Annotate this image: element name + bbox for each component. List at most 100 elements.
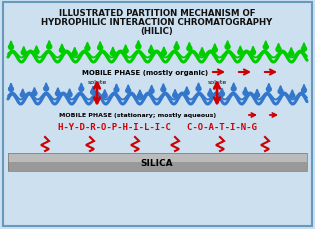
Polygon shape xyxy=(68,89,71,93)
Circle shape xyxy=(208,93,213,97)
Text: SILICA: SILICA xyxy=(141,158,173,167)
Circle shape xyxy=(9,87,14,92)
Polygon shape xyxy=(264,42,267,45)
Polygon shape xyxy=(137,41,140,45)
Circle shape xyxy=(138,94,142,98)
Polygon shape xyxy=(188,43,191,47)
Circle shape xyxy=(55,92,60,96)
Circle shape xyxy=(98,46,103,51)
Polygon shape xyxy=(209,89,212,93)
Circle shape xyxy=(149,49,154,54)
Polygon shape xyxy=(92,87,94,90)
Circle shape xyxy=(200,52,204,57)
Bar xyxy=(8,153,307,171)
Polygon shape xyxy=(239,47,242,50)
Circle shape xyxy=(289,52,294,57)
Circle shape xyxy=(250,51,255,56)
Circle shape xyxy=(126,89,131,94)
Polygon shape xyxy=(291,90,294,94)
Circle shape xyxy=(174,46,179,51)
Polygon shape xyxy=(35,46,38,50)
Polygon shape xyxy=(197,84,200,87)
Circle shape xyxy=(34,50,39,55)
Polygon shape xyxy=(80,84,83,87)
Text: H-Y-D-R-O-P-H-I-L-I-C   C-O-A-T-I-N-G: H-Y-D-R-O-P-H-I-L-I-C C-O-A-T-I-N-G xyxy=(58,123,256,132)
Polygon shape xyxy=(127,85,129,89)
Circle shape xyxy=(301,47,306,52)
Circle shape xyxy=(72,52,77,57)
Polygon shape xyxy=(10,84,12,87)
Circle shape xyxy=(290,94,295,98)
Circle shape xyxy=(276,48,281,53)
Polygon shape xyxy=(163,48,165,51)
Circle shape xyxy=(85,46,90,52)
Circle shape xyxy=(161,88,166,93)
Circle shape xyxy=(67,93,72,98)
Polygon shape xyxy=(150,86,153,89)
Polygon shape xyxy=(103,90,106,94)
Polygon shape xyxy=(201,48,203,52)
Circle shape xyxy=(187,47,192,52)
Circle shape xyxy=(47,45,52,50)
Polygon shape xyxy=(174,90,176,93)
Polygon shape xyxy=(115,85,118,88)
Circle shape xyxy=(91,90,95,95)
Polygon shape xyxy=(45,84,48,87)
Circle shape xyxy=(44,87,49,92)
Text: solute: solute xyxy=(87,79,106,84)
Polygon shape xyxy=(290,48,293,52)
Polygon shape xyxy=(124,46,127,49)
Circle shape xyxy=(301,88,306,93)
Polygon shape xyxy=(226,41,229,45)
Circle shape xyxy=(60,48,65,53)
Polygon shape xyxy=(21,90,24,93)
Circle shape xyxy=(114,88,119,93)
Polygon shape xyxy=(277,44,280,48)
Polygon shape xyxy=(86,43,89,46)
Text: HYDROPHILIC INTERACTION CHROMATOGRAPHY: HYDROPHILIC INTERACTION CHROMATOGRAPHY xyxy=(41,18,272,27)
Bar xyxy=(8,153,307,171)
Circle shape xyxy=(225,45,230,50)
Polygon shape xyxy=(33,88,36,92)
Circle shape xyxy=(136,45,141,50)
Circle shape xyxy=(184,91,189,95)
Circle shape xyxy=(212,48,217,53)
Polygon shape xyxy=(303,44,305,47)
Circle shape xyxy=(266,87,271,92)
Circle shape xyxy=(238,50,243,55)
Circle shape xyxy=(21,51,26,56)
Polygon shape xyxy=(73,48,76,52)
Polygon shape xyxy=(303,85,305,88)
Circle shape xyxy=(123,49,128,54)
Polygon shape xyxy=(48,41,51,45)
Circle shape xyxy=(79,87,84,92)
Polygon shape xyxy=(232,84,235,87)
Circle shape xyxy=(111,51,115,56)
Circle shape xyxy=(263,45,268,50)
Polygon shape xyxy=(22,47,25,51)
Text: MOBILE PHASE (stationary; mostly aqueous): MOBILE PHASE (stationary; mostly aqueous… xyxy=(60,113,217,118)
Circle shape xyxy=(231,87,236,92)
Circle shape xyxy=(220,92,224,97)
Circle shape xyxy=(243,91,248,96)
Text: MOBILE PHASE (mostly organic): MOBILE PHASE (mostly organic) xyxy=(82,70,208,76)
Circle shape xyxy=(9,45,14,50)
Polygon shape xyxy=(186,87,188,91)
Circle shape xyxy=(149,89,154,94)
Polygon shape xyxy=(10,42,12,45)
Circle shape xyxy=(196,87,201,92)
Polygon shape xyxy=(244,88,247,91)
Circle shape xyxy=(278,90,283,94)
Polygon shape xyxy=(267,84,270,87)
Circle shape xyxy=(161,51,166,56)
Circle shape xyxy=(32,92,37,96)
Polygon shape xyxy=(139,90,141,94)
Polygon shape xyxy=(214,45,216,48)
Polygon shape xyxy=(162,84,165,88)
Circle shape xyxy=(173,93,177,98)
Circle shape xyxy=(20,93,25,98)
Polygon shape xyxy=(175,42,178,46)
Polygon shape xyxy=(112,48,114,51)
Circle shape xyxy=(255,93,260,98)
Text: ILLUSTRATED PARTITION MECHANISM OF: ILLUSTRATED PARTITION MECHANISM OF xyxy=(59,9,255,18)
